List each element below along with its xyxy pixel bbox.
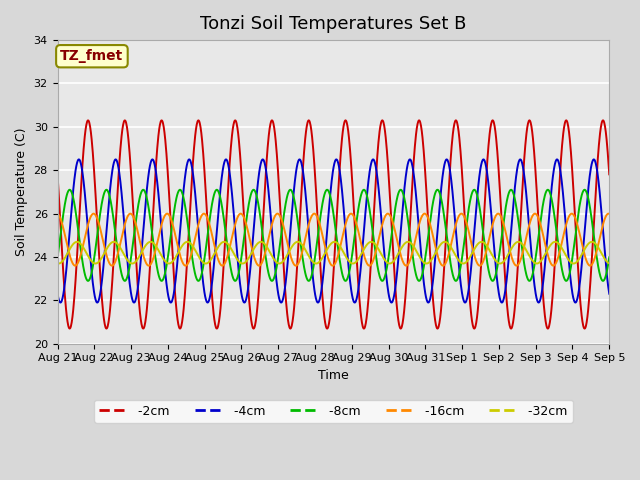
-8cm xyxy=(54,254,61,260)
-4cm xyxy=(419,272,427,277)
-32cm xyxy=(54,261,61,266)
-8cm xyxy=(605,254,613,260)
-32cm xyxy=(177,246,184,252)
-32cm xyxy=(540,253,548,259)
-4cm xyxy=(424,300,432,305)
-4cm xyxy=(443,156,451,162)
-16cm xyxy=(90,211,97,216)
Line: -8cm: -8cm xyxy=(58,190,609,281)
Line: -32cm: -32cm xyxy=(58,242,609,264)
-2cm xyxy=(238,180,246,185)
Line: -16cm: -16cm xyxy=(58,214,609,266)
-2cm xyxy=(163,156,171,161)
Text: TZ_fmet: TZ_fmet xyxy=(60,49,124,63)
Title: Tonzi Soil Temperatures Set B: Tonzi Soil Temperatures Set B xyxy=(200,15,467,33)
-8cm xyxy=(238,251,246,257)
X-axis label: Time: Time xyxy=(318,369,349,382)
-16cm xyxy=(177,255,185,261)
-16cm xyxy=(54,211,61,216)
-4cm xyxy=(492,264,500,270)
-32cm xyxy=(605,261,613,266)
-8cm xyxy=(492,272,500,277)
-16cm xyxy=(541,238,548,244)
-8cm xyxy=(419,267,427,273)
-32cm xyxy=(238,261,246,266)
-16cm xyxy=(108,263,116,269)
Line: -2cm: -2cm xyxy=(58,120,609,329)
-2cm xyxy=(419,143,427,149)
-32cm xyxy=(163,260,171,265)
Line: -4cm: -4cm xyxy=(58,159,609,302)
-2cm xyxy=(492,132,500,138)
-16cm xyxy=(239,212,246,218)
-16cm xyxy=(164,211,172,216)
-2cm xyxy=(177,325,184,331)
-16cm xyxy=(420,211,428,217)
-32cm xyxy=(491,257,499,263)
-2cm xyxy=(54,171,61,177)
-32cm xyxy=(419,259,427,264)
Legend:  -2cm,  -4cm,  -8cm,  -16cm,  -32cm: -2cm, -4cm, -8cm, -16cm, -32cm xyxy=(94,399,573,422)
-8cm xyxy=(415,278,423,284)
-32cm xyxy=(551,239,559,245)
-4cm xyxy=(163,284,171,289)
-8cm xyxy=(163,261,171,267)
-4cm xyxy=(54,291,61,297)
-8cm xyxy=(177,187,184,192)
-4cm xyxy=(541,267,548,273)
-8cm xyxy=(541,194,548,200)
-2cm xyxy=(605,171,613,177)
-32cm xyxy=(533,261,541,266)
Y-axis label: Soil Temperature (C): Soil Temperature (C) xyxy=(15,128,28,256)
-4cm xyxy=(238,294,246,300)
-4cm xyxy=(605,291,613,297)
-16cm xyxy=(492,213,500,219)
-16cm xyxy=(605,211,613,216)
-2cm xyxy=(415,118,423,123)
-8cm xyxy=(434,187,442,192)
-2cm xyxy=(434,326,442,332)
-4cm xyxy=(177,226,184,231)
-2cm xyxy=(541,309,548,315)
